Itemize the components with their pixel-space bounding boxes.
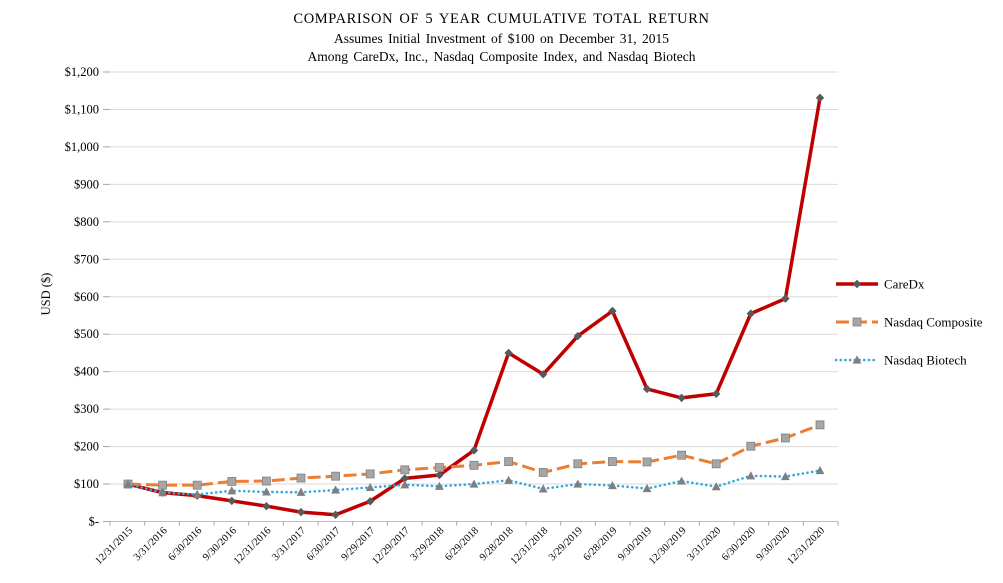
x-axis-label: 12/31/2020 bbox=[786, 525, 828, 567]
y-axis-label: $1,100 bbox=[65, 102, 99, 116]
marker-diamond-caredx bbox=[573, 331, 582, 341]
x-axis-label: 3/31/2020 bbox=[685, 525, 723, 563]
marker-diamond-caredx bbox=[642, 384, 652, 394]
marker-diamond-caredx bbox=[504, 348, 513, 358]
marker-diamond-caredx bbox=[400, 474, 409, 483]
y-axis-label: $800 bbox=[74, 215, 99, 229]
marker-triangle-nasdaq-biotech bbox=[192, 489, 202, 499]
y-axis-label: $900 bbox=[74, 177, 99, 191]
marker-triangle-nasdaq-biotech bbox=[262, 487, 271, 496]
x-axis-label: 6/30/2020 bbox=[720, 525, 758, 563]
marker-diamond-caredx bbox=[712, 389, 721, 398]
marker-diamond-caredx bbox=[296, 507, 306, 517]
marker-square-nasdaq-composite bbox=[746, 441, 756, 451]
y-axis-label: $400 bbox=[74, 365, 99, 379]
legend-marker-caredx bbox=[852, 279, 862, 289]
marker-diamond-caredx bbox=[331, 510, 340, 519]
y-axis-label: $300 bbox=[74, 402, 99, 416]
marker-diamond-caredx bbox=[262, 501, 271, 511]
legend-label-caredx: CareDx bbox=[884, 277, 925, 292]
legend-marker-nasdaq-biotech bbox=[852, 355, 862, 364]
marker-triangle-nasdaq-biotech bbox=[711, 482, 721, 491]
marker-diamond-caredx bbox=[366, 497, 375, 506]
marker-diamond-caredx bbox=[608, 306, 617, 316]
marker-diamond-caredx bbox=[746, 309, 755, 318]
y-axis-label: $1,000 bbox=[65, 140, 99, 154]
y-axis-label: $600 bbox=[74, 290, 99, 304]
marker-triangle-nasdaq-biotech bbox=[331, 485, 340, 494]
marker-diamond-caredx bbox=[815, 93, 825, 103]
x-axis-label: 6/30/2016 bbox=[166, 525, 204, 563]
marker-square-nasdaq-composite bbox=[365, 469, 375, 479]
x-axis-label: 3/29/2018 bbox=[409, 525, 447, 563]
marker-triangle-nasdaq-biotech bbox=[746, 471, 756, 480]
x-axis-label: 3/29/2019 bbox=[547, 525, 585, 563]
marker-triangle-nasdaq-biotech bbox=[469, 479, 479, 488]
y-axis-label: $- bbox=[89, 515, 99, 529]
marker-diamond-caredx bbox=[435, 470, 444, 480]
marker-triangle-nasdaq-biotech bbox=[608, 480, 617, 490]
x-axis-label: 3/31/2016 bbox=[132, 525, 170, 563]
x-axis-label: 12/31/2015 bbox=[94, 525, 136, 567]
marker-triangle-nasdaq-biotech bbox=[435, 481, 444, 490]
marker-diamond-caredx bbox=[781, 294, 790, 303]
marker-square-nasdaq-composite bbox=[781, 433, 790, 443]
marker-square-nasdaq-composite bbox=[227, 477, 237, 486]
marker-square-nasdaq-composite bbox=[158, 480, 168, 490]
marker-diamond-caredx bbox=[469, 446, 479, 455]
marker-diamond-caredx bbox=[227, 496, 236, 506]
marker-diamond-caredx bbox=[677, 393, 686, 403]
marker-triangle-nasdaq-biotech bbox=[123, 479, 133, 488]
legend-marker-nasdaq-composite bbox=[852, 317, 862, 327]
y-axis-label: $500 bbox=[74, 327, 99, 341]
y-axis-label: $1,200 bbox=[65, 65, 99, 79]
marker-diamond-caredx bbox=[539, 370, 548, 379]
marker-square-nasdaq-composite bbox=[677, 450, 686, 460]
marker-square-nasdaq-composite bbox=[434, 463, 444, 472]
marker-square-nasdaq-composite bbox=[642, 457, 652, 467]
marker-square-nasdaq-composite bbox=[815, 420, 825, 430]
marker-triangle-nasdaq-biotech bbox=[504, 475, 513, 484]
y-axis-title: USD ($) bbox=[39, 273, 53, 316]
y-axis-label: $200 bbox=[74, 440, 99, 454]
marker-triangle-nasdaq-biotech bbox=[677, 476, 686, 485]
marker-triangle-nasdaq-biotech bbox=[815, 465, 825, 475]
marker-triangle-nasdaq-biotech bbox=[158, 488, 167, 497]
x-axis-label: 6/30/2017 bbox=[305, 525, 343, 563]
marker-square-nasdaq-composite bbox=[711, 459, 721, 469]
marker-square-nasdaq-composite bbox=[331, 471, 341, 481]
x-axis-label: 12/29/2017 bbox=[370, 525, 412, 567]
x-axis-label: 12/30/2019 bbox=[647, 525, 689, 567]
marker-triangle-nasdaq-biotech bbox=[538, 484, 548, 493]
marker-triangle-nasdaq-biotech bbox=[642, 483, 652, 493]
marker-square-nasdaq-composite bbox=[538, 468, 548, 477]
x-axis-label: 6/28/2019 bbox=[582, 525, 620, 563]
legend-label-nasdaq-biotech: Nasdaq Biotech bbox=[884, 353, 967, 368]
marker-square-nasdaq-composite bbox=[400, 465, 410, 475]
marker-triangle-nasdaq-biotech bbox=[400, 480, 410, 489]
marker-square-nasdaq-composite bbox=[573, 459, 583, 469]
marker-square-nasdaq-composite bbox=[192, 480, 202, 490]
marker-triangle-nasdaq-biotech bbox=[781, 471, 790, 481]
x-axis-label: 3/31/2017 bbox=[270, 525, 308, 563]
marker-square-nasdaq-composite bbox=[504, 457, 514, 466]
y-axis-label: $100 bbox=[74, 477, 99, 491]
x-axis-label: 12/31/2016 bbox=[232, 525, 274, 567]
marker-square-nasdaq-composite bbox=[261, 476, 271, 486]
marker-triangle-nasdaq-biotech bbox=[365, 482, 375, 492]
x-axis-label: 6/29/2018 bbox=[443, 525, 481, 563]
marker-triangle-nasdaq-biotech bbox=[296, 487, 306, 496]
marker-square-nasdaq-composite bbox=[469, 460, 479, 470]
legend-label-nasdaq-composite: Nasdaq Composite bbox=[884, 315, 983, 330]
marker-triangle-nasdaq-biotech bbox=[227, 486, 237, 495]
series-line-nasdaq-composite bbox=[127, 423, 821, 487]
marker-square-nasdaq-composite bbox=[608, 457, 617, 466]
marker-triangle-nasdaq-biotech bbox=[573, 479, 583, 488]
x-axis-label: 12/31/2018 bbox=[509, 525, 551, 567]
y-axis-label: $700 bbox=[74, 252, 99, 266]
marker-square-nasdaq-composite bbox=[296, 473, 306, 483]
